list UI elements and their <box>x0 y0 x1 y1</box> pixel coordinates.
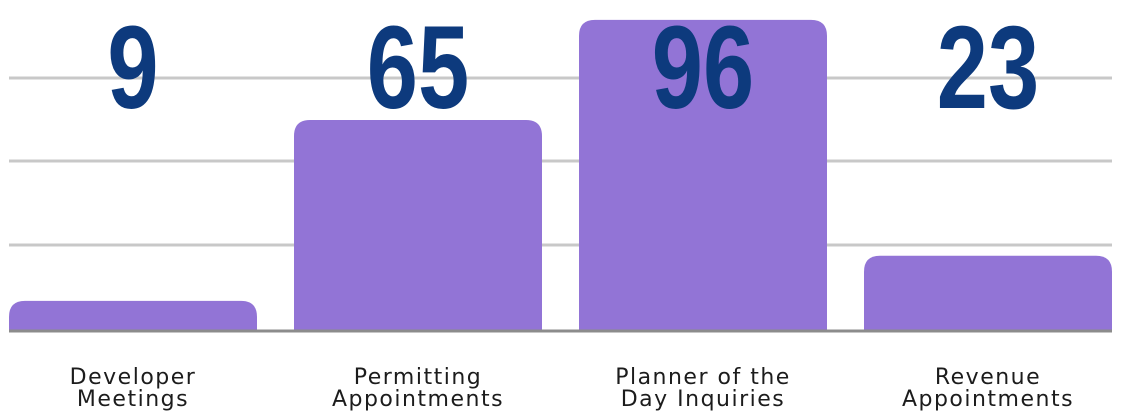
category-label-line: Revenue <box>935 365 1041 390</box>
category-label-3: Planner of the Day Inquiries <box>615 365 791 412</box>
value-label-4: 23 <box>937 2 1039 134</box>
category-label-line: Planner of the <box>615 365 791 390</box>
bar-2 <box>294 120 542 330</box>
category-label-1: Developer Meetings <box>70 365 197 412</box>
category-label-line: Meetings <box>77 387 189 412</box>
value-labels: 9 65 96 23 <box>107 2 1039 134</box>
category-label-4: Revenue Appointments <box>902 365 1074 412</box>
bar-3 <box>579 19 827 330</box>
category-label-line: Appointments <box>902 387 1074 412</box>
value-label-1: 9 <box>107 2 158 134</box>
value-label-3: 96 <box>652 2 754 134</box>
bars <box>9 19 1112 330</box>
category-label-line: Appointments <box>332 387 504 412</box>
gridlines <box>9 76 1112 247</box>
value-label-2: 65 <box>367 2 469 134</box>
category-label-line: Permitting <box>354 365 483 390</box>
bar-4 <box>864 255 1112 330</box>
category-label-line: Day Inquiries <box>621 387 786 412</box>
bar-1 <box>9 300 257 330</box>
category-label-2: Permitting Appointments <box>332 365 504 412</box>
category-label-line: Developer <box>70 365 197 390</box>
